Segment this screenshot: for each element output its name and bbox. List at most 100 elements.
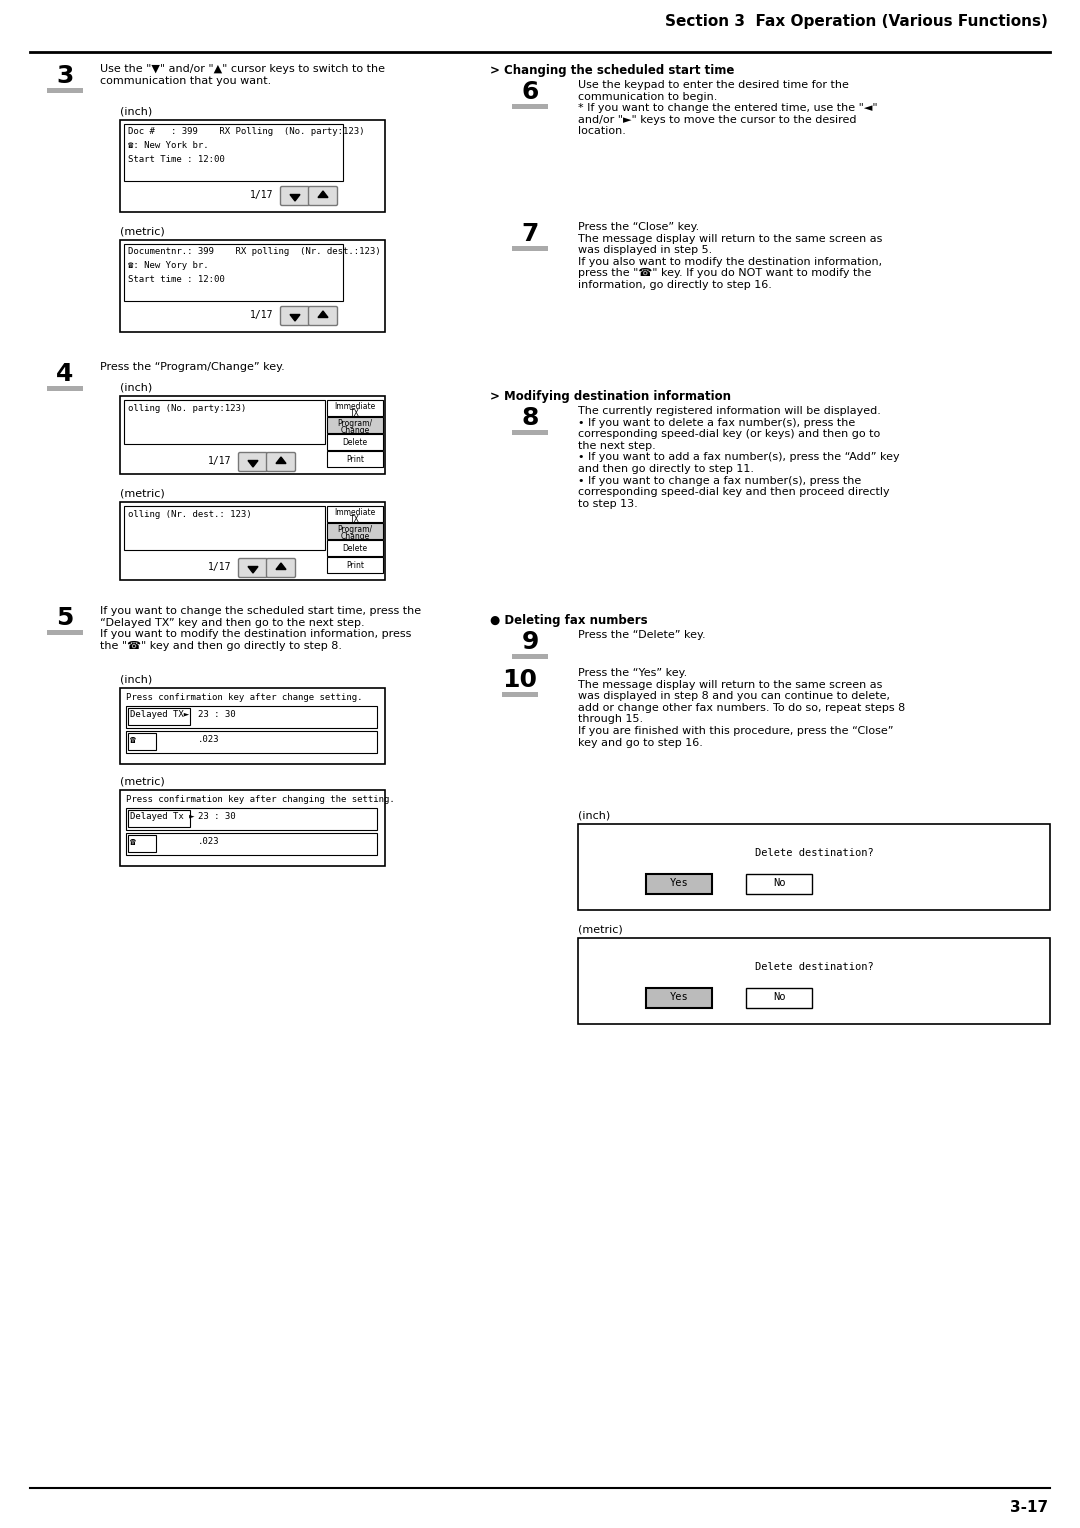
Text: olling (Nr. dest.: 123): olling (Nr. dest.: 123) <box>129 510 252 520</box>
Bar <box>327 400 383 416</box>
Text: TX: TX <box>350 515 360 524</box>
Bar <box>48 89 83 93</box>
Text: No: No <box>773 879 785 888</box>
Text: Press the “Delete” key.: Press the “Delete” key. <box>578 630 705 640</box>
Bar <box>327 539 383 556</box>
Text: Delete: Delete <box>342 544 367 553</box>
Polygon shape <box>318 191 328 197</box>
Text: olling (No. party:123): olling (No. party:123) <box>129 403 246 413</box>
Text: Press the “Close” key.
The message display will return to the same screen as
was: Press the “Close” key. The message displ… <box>578 222 882 290</box>
Bar <box>512 431 548 435</box>
Bar <box>512 654 548 659</box>
Text: Press confirmation key after change setting.: Press confirmation key after change sett… <box>126 694 363 701</box>
Bar <box>124 244 343 301</box>
Bar <box>124 400 325 445</box>
Text: Doc #   : 399    RX Polling  (No. party:123): Doc # : 399 RX Polling (No. party:123) <box>129 127 365 136</box>
Text: Press the “Program/Change” key.: Press the “Program/Change” key. <box>100 362 285 371</box>
Text: Yes: Yes <box>670 879 688 888</box>
Bar <box>327 523 383 539</box>
Text: Use the keypad to enter the desired time for the
communication to begin.
* If yo: Use the keypad to enter the desired time… <box>578 79 878 136</box>
FancyBboxPatch shape <box>281 307 310 325</box>
Bar <box>126 706 377 727</box>
FancyBboxPatch shape <box>267 452 296 472</box>
Bar <box>120 121 384 212</box>
Bar <box>126 730 377 753</box>
Bar <box>129 707 190 724</box>
Bar <box>512 246 548 251</box>
Bar <box>578 824 1050 911</box>
Bar <box>129 834 156 853</box>
Text: .023: .023 <box>198 837 219 847</box>
Bar <box>129 733 156 750</box>
Bar <box>120 396 384 474</box>
Text: 1/17: 1/17 <box>208 455 231 466</box>
Bar <box>327 451 383 468</box>
Text: If you want to change the scheduled start time, press the
“Delayed TX” key and t: If you want to change the scheduled star… <box>100 607 421 651</box>
Text: 3-17: 3-17 <box>1010 1500 1048 1514</box>
Bar <box>327 506 383 523</box>
Text: No: No <box>773 992 785 1002</box>
Bar <box>120 503 384 581</box>
Bar <box>120 688 384 764</box>
Text: (metric): (metric) <box>120 776 165 785</box>
Text: Delete: Delete <box>342 439 367 448</box>
Bar <box>746 874 812 894</box>
Text: > Modifying destination information: > Modifying destination information <box>490 390 731 403</box>
Text: Program/: Program/ <box>337 526 373 533</box>
FancyBboxPatch shape <box>239 559 268 578</box>
Polygon shape <box>276 457 286 463</box>
Text: 1/17: 1/17 <box>249 310 273 319</box>
Text: 1/17: 1/17 <box>208 562 231 571</box>
FancyBboxPatch shape <box>309 186 337 205</box>
Bar <box>327 558 383 573</box>
Text: > Changing the scheduled start time: > Changing the scheduled start time <box>490 64 734 76</box>
Bar <box>126 808 377 830</box>
Bar <box>578 938 1050 1024</box>
Text: Delete destination?: Delete destination? <box>755 963 874 972</box>
Text: Yes: Yes <box>670 992 688 1002</box>
Text: Start time : 12:00: Start time : 12:00 <box>129 275 225 284</box>
Text: ☎: New Yory br.: ☎: New Yory br. <box>129 261 208 270</box>
Bar <box>120 240 384 332</box>
Text: TX: TX <box>350 410 360 419</box>
Bar <box>129 810 190 827</box>
Bar <box>120 790 384 866</box>
Text: Section 3  Fax Operation (Various Functions): Section 3 Fax Operation (Various Functio… <box>665 14 1048 29</box>
Text: Press the “Yes” key.
The message display will return to the same screen as
was d: Press the “Yes” key. The message display… <box>578 668 905 747</box>
Text: Print: Print <box>346 561 364 570</box>
Text: 9: 9 <box>522 630 539 654</box>
Polygon shape <box>248 567 258 573</box>
Bar <box>48 630 83 636</box>
Bar <box>512 104 548 110</box>
Text: Immediate: Immediate <box>335 507 376 516</box>
Text: Print: Print <box>346 455 364 465</box>
Text: (metric): (metric) <box>120 487 165 498</box>
Text: 23 : 30: 23 : 30 <box>198 811 235 821</box>
Text: ☎: ☎ <box>130 837 136 847</box>
Bar <box>327 434 383 451</box>
Text: 10: 10 <box>502 668 538 692</box>
Text: (inch): (inch) <box>120 674 152 685</box>
Text: Documentnr.: 399    RX polling  (Nr. dest.:123): Documentnr.: 399 RX polling (Nr. dest.:1… <box>129 248 380 257</box>
Text: 1/17: 1/17 <box>249 189 273 200</box>
Text: The currently registered information will be displayed.
• If you want to delete : The currently registered information wil… <box>578 406 900 509</box>
Text: 3: 3 <box>56 64 73 89</box>
Text: Immediate: Immediate <box>335 402 376 411</box>
Text: 4: 4 <box>56 362 73 387</box>
Text: Change: Change <box>340 532 369 541</box>
Text: 8: 8 <box>522 406 539 429</box>
Bar <box>124 506 325 550</box>
Bar <box>126 833 377 856</box>
FancyBboxPatch shape <box>309 307 337 325</box>
Polygon shape <box>291 194 300 202</box>
FancyBboxPatch shape <box>267 559 296 578</box>
Text: 23 : 30: 23 : 30 <box>198 711 235 720</box>
Text: Program/: Program/ <box>337 419 373 428</box>
Polygon shape <box>276 562 286 570</box>
Polygon shape <box>318 312 328 318</box>
Text: 5: 5 <box>56 607 73 630</box>
Text: (metric): (metric) <box>578 924 623 934</box>
Text: .023: .023 <box>198 735 219 744</box>
Text: Start Time : 12:00: Start Time : 12:00 <box>129 154 225 163</box>
FancyBboxPatch shape <box>239 452 268 472</box>
